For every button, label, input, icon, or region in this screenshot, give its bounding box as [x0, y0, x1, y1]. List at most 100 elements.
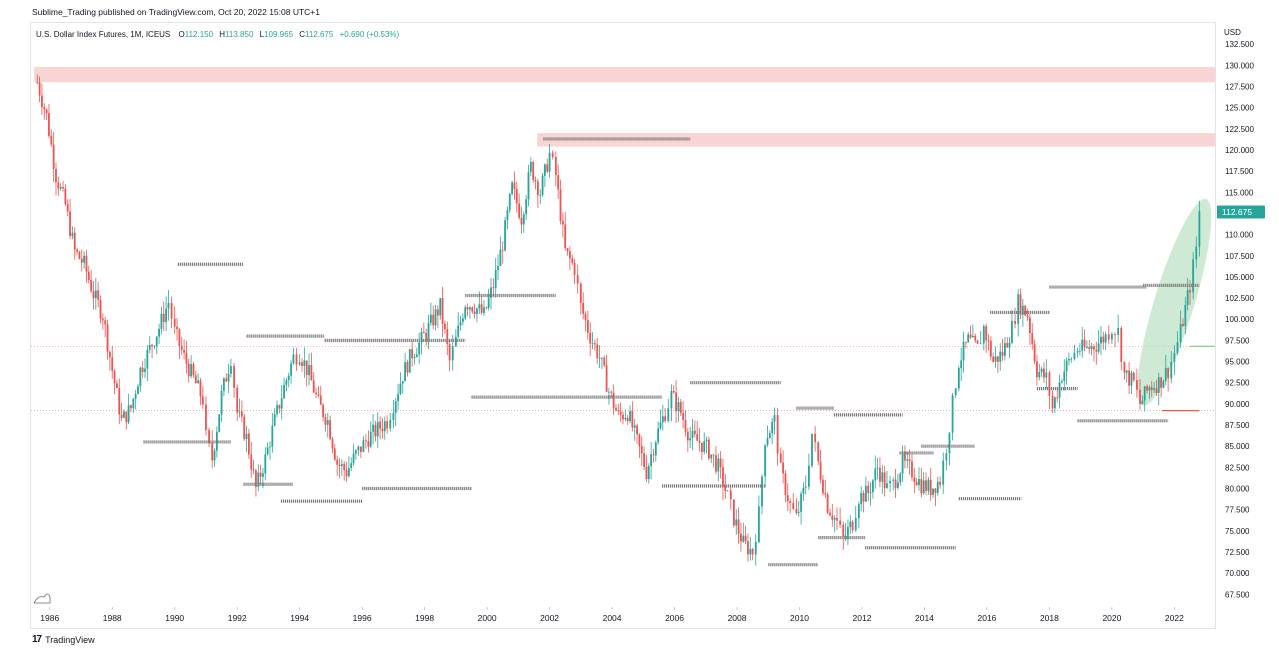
candle-body: [1033, 344, 1036, 362]
candle-body: [350, 463, 353, 469]
candle-body: [894, 479, 897, 488]
resistance-zones: [34, 67, 1215, 147]
candle-body: [601, 357, 603, 359]
candle-body: [543, 164, 546, 176]
candle-body: [381, 428, 384, 432]
candle-body: [717, 458, 720, 472]
candle-body: [992, 356, 995, 362]
candle-body: [292, 354, 295, 364]
candle-body: [52, 144, 55, 169]
candle-body: [615, 407, 617, 411]
candle-body: [929, 479, 932, 495]
candle-body: [742, 535, 745, 542]
candle-body: [691, 430, 694, 439]
candle-body: [589, 332, 592, 344]
candle-body: [776, 415, 779, 454]
candle-body: [236, 387, 239, 413]
candle-body: [525, 199, 528, 215]
x-tick-label: 1998: [415, 613, 434, 623]
candle-body: [427, 322, 430, 339]
candle-body: [936, 481, 939, 493]
candle-body: [383, 421, 386, 432]
candle-body: [1189, 290, 1191, 293]
price-axis: USD 67.500 70.000 72.500 75.000 77.500 80.000 8…: [1224, 28, 1254, 599]
candle-body: [844, 535, 847, 537]
candle-body: [158, 328, 160, 337]
candle-body: [379, 421, 382, 429]
candle-body: [399, 383, 402, 394]
y-tick-label: 80.000: [1225, 485, 1250, 494]
candle-body: [176, 326, 178, 330]
candle-body: [115, 383, 118, 389]
candle-body: [478, 304, 481, 309]
candle-body: [187, 363, 190, 377]
change-value: +0.690 (+0.53%): [339, 30, 400, 39]
candle-body: [879, 467, 881, 482]
x-tick-label: 1990: [165, 613, 184, 623]
candle-body: [113, 370, 116, 384]
y-tick-label: 120.000: [1225, 146, 1254, 155]
candle-body: [889, 480, 892, 484]
candle-body: [331, 439, 334, 449]
candle-body: [645, 466, 648, 480]
candle-body: [1162, 380, 1165, 388]
candle-body: [541, 175, 544, 195]
open-value: 112.150: [184, 30, 214, 39]
candle-body: [631, 411, 634, 428]
x-tick-label: 1986: [40, 613, 59, 623]
candle-body: [364, 440, 367, 442]
candle-body: [908, 459, 911, 462]
candle-body: [664, 416, 667, 422]
candle-body: [612, 392, 615, 408]
candle-body: [883, 472, 886, 488]
candle-body: [1073, 352, 1076, 359]
candle-body: [69, 211, 71, 237]
level-markers: [143, 137, 1200, 567]
candle-body: [420, 332, 423, 343]
candle-body: [626, 417, 629, 422]
candle-body: [918, 479, 920, 486]
candle-body: [659, 422, 662, 429]
candle-body: [957, 368, 960, 389]
symbol-name[interactable]: U.S. Dollar Index Futures, 1M, ICEUS: [36, 30, 171, 39]
candle-body: [1120, 328, 1123, 362]
candle-body: [1117, 328, 1120, 335]
candle-body: [146, 349, 149, 369]
candle-body: [389, 419, 392, 429]
candle-body: [280, 398, 283, 409]
candle-body: [333, 448, 336, 460]
y-tick-label: 82.500: [1225, 463, 1250, 472]
candle-body: [922, 480, 925, 494]
candle-body: [485, 307, 488, 309]
candle-body: [561, 220, 564, 225]
candle-body: [148, 344, 151, 350]
candle-body: [101, 318, 104, 321]
candle-body: [134, 394, 137, 399]
candle-body: [584, 313, 587, 321]
tradingview-footer[interactable]: 17 TradingView: [32, 634, 95, 645]
candle-body: [719, 458, 722, 468]
candle-body: [466, 307, 469, 310]
candle-body: [819, 461, 822, 480]
candle-body: [1157, 377, 1160, 393]
candle-body: [715, 455, 717, 472]
candle-body: [817, 442, 820, 462]
x-tick-label: 2014: [915, 613, 934, 623]
candle-body: [343, 464, 346, 471]
candle-body: [1090, 346, 1093, 349]
candle-body: [446, 329, 449, 345]
candle-body: [1081, 339, 1084, 351]
candle-body: [183, 349, 185, 353]
candle-body: [266, 447, 269, 455]
x-tick-label: 1996: [353, 613, 372, 623]
candle-body: [703, 441, 706, 452]
candle-body: [250, 454, 253, 470]
candle-body: [640, 446, 643, 454]
y-tick-label: 70.000: [1225, 569, 1250, 578]
candle-body: [287, 375, 290, 381]
candle-body: [487, 297, 490, 308]
candle-body: [55, 168, 57, 183]
candle-body: [974, 335, 977, 341]
candle-body: [78, 251, 81, 259]
